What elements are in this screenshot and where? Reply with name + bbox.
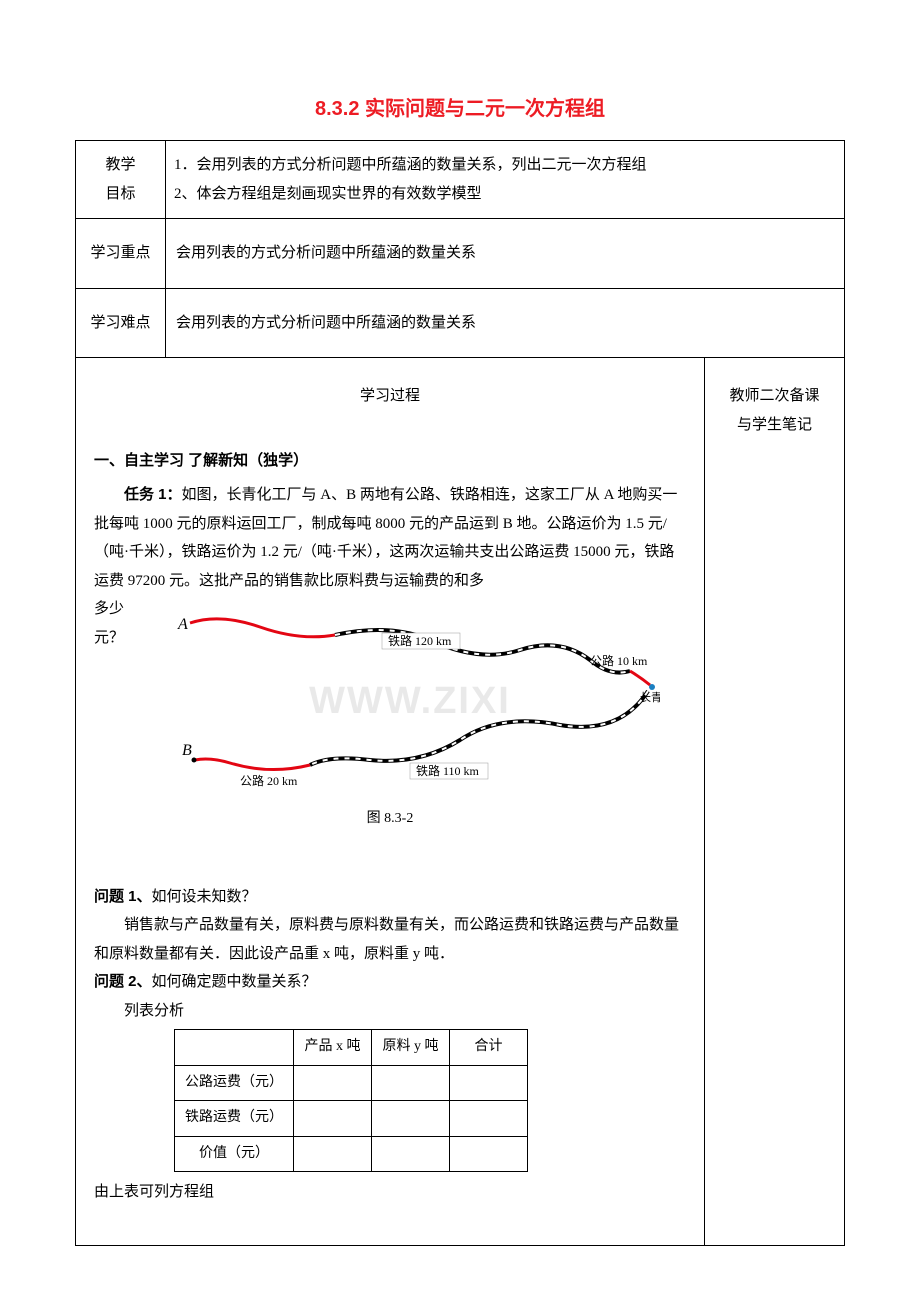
svg-text:A: A	[177, 616, 188, 633]
row-label: 价值（元）	[175, 1136, 294, 1172]
svg-text:公路 10 km: 公路 10 km	[590, 653, 648, 668]
process-content: 一、自主学习 了解新知（独学） 任务 1：如图，长青化工厂与 A、B 两地有公路…	[76, 435, 705, 1246]
page-title: 8.3.2 实际问题与二元一次方程组	[75, 90, 845, 128]
goal-label: 教学 目标	[76, 141, 166, 219]
analysis-table: 产品 x 吨 原料 y 吨 合计 公路运费（元） 铁路运费（元）	[174, 1029, 528, 1172]
question-1: 问题 1、如何设未知数？	[94, 883, 686, 912]
route-diagram: A 铁路 120 km 公路 10 km	[160, 605, 660, 800]
cell	[372, 1101, 450, 1137]
task-1-label: 任务 1：	[124, 486, 182, 503]
svg-text:铁路 120 km: 铁路 120 km	[388, 633, 452, 648]
cell	[450, 1136, 528, 1172]
q2-text: 如何确定题中数量关系？	[152, 974, 317, 990]
cell	[450, 1065, 528, 1101]
svg-text:公路 20 km: 公路 20 km	[240, 773, 298, 788]
q2-label: 问题 2、	[94, 973, 152, 990]
focus-content: 会用列表的方式分析问题中所蕴涵的数量关系	[166, 219, 845, 289]
notes-line1: 教师二次备课	[713, 382, 836, 411]
diagram-caption: 图 8.3-2	[94, 806, 686, 833]
th-material: 原料 y 吨	[372, 1030, 450, 1066]
th-total: 合计	[450, 1030, 528, 1066]
th-product: 产品 x 吨	[294, 1030, 372, 1066]
notes-column: 教师二次备课 与学生笔记	[705, 358, 845, 1246]
process-header: 学习过程	[76, 358, 705, 435]
cell	[372, 1136, 450, 1172]
cell	[294, 1136, 372, 1172]
task-tail-1: 多少	[94, 595, 134, 624]
notes-line2: 与学生笔记	[713, 411, 836, 440]
cell	[372, 1065, 450, 1101]
table-header-row: 产品 x 吨 原料 y 吨 合计	[175, 1030, 528, 1066]
difficulty-content: 会用列表的方式分析问题中所蕴涵的数量关系	[166, 288, 845, 358]
task-1-text: 如图，长青化工厂与 A、B 两地有公路、铁路相连，这家工厂从 A 地购买一批每吨…	[94, 487, 677, 589]
cell	[294, 1101, 372, 1137]
focus-label: 学习重点	[76, 219, 166, 289]
q1-text: 如何设未知数？	[152, 889, 257, 905]
cell	[294, 1065, 372, 1101]
row-label: 铁路运费（元）	[175, 1101, 294, 1137]
table-row: 铁路运费（元）	[175, 1101, 528, 1137]
section-1-heading: 一、自主学习 了解新知（独学）	[94, 447, 686, 476]
tail-text: 由上表可列方程组	[94, 1178, 686, 1207]
goal-1: 1．会用列表的方式分析问题中所蕴涵的数量关系，列出二元一次方程组	[174, 151, 836, 180]
svg-text:铁路 110 km: 铁路 110 km	[416, 763, 480, 778]
task-1-paragraph: 任务 1：如图，长青化工厂与 A、B 两地有公路、铁路相连，这家工厂从 A 地购…	[94, 481, 686, 595]
lesson-plan-table: 教学 目标 1．会用列表的方式分析问题中所蕴涵的数量关系，列出二元一次方程组 2…	[75, 140, 845, 1246]
th-blank	[175, 1030, 294, 1066]
q1-label: 问题 1、	[94, 888, 152, 905]
svg-text:B: B	[182, 742, 192, 759]
question-2: 问题 2、如何确定题中数量关系？	[94, 968, 686, 997]
goal-2: 2、体会方程组是刻画现实世界的有效数学模型	[174, 180, 836, 209]
q2-sub: 列表分析	[94, 997, 686, 1026]
table-row: 公路运费（元）	[175, 1065, 528, 1101]
difficulty-label: 学习难点	[76, 288, 166, 358]
row-label: 公路运费（元）	[175, 1065, 294, 1101]
cell	[450, 1101, 528, 1137]
task-tail-2: 元？	[94, 624, 134, 653]
q1-answer: 销售款与产品数量有关，原料费与原料数量有关，而公路运费和铁路运费与产品数量和原料…	[94, 911, 686, 968]
table-row: 价值（元）	[175, 1136, 528, 1172]
goal-content: 1．会用列表的方式分析问题中所蕴涵的数量关系，列出二元一次方程组 2、体会方程组…	[166, 141, 845, 219]
